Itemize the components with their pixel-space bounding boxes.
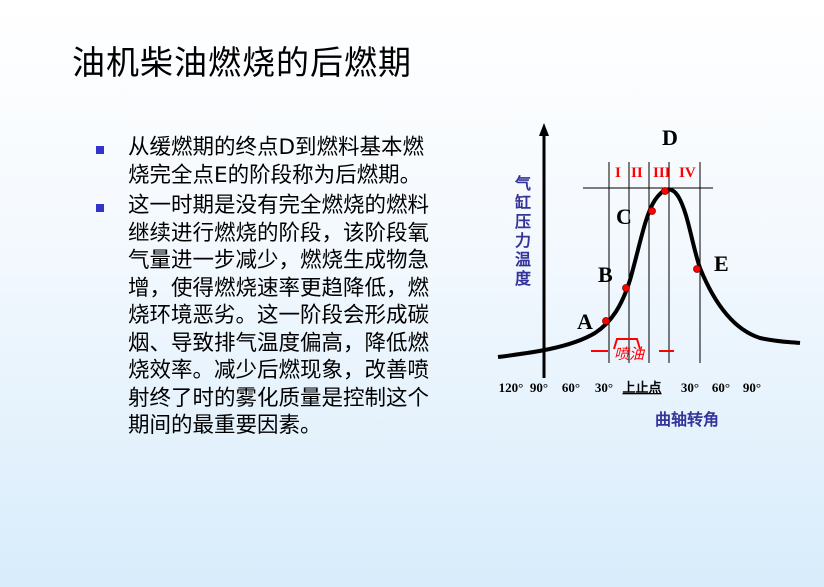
y-axis-label-char: 气 [514, 174, 531, 193]
bullet-line: 继续进行燃烧的阶段，该阶段氧 [128, 220, 430, 246]
bullet-line: 烧环境恶劣。这一阶段会形成碳 [128, 303, 430, 328]
bullet-line: 增，使得燃烧速率更趋降低，燃 [128, 275, 430, 301]
point-a [602, 317, 610, 325]
bullet-line: 期间的最重要因素。 [128, 413, 322, 438]
point-d [661, 187, 669, 195]
bullet-line: 从缓燃期的终点D到燃料基本燃 [128, 135, 425, 160]
y-axis-arrow-icon [539, 123, 549, 136]
label-b: B [598, 262, 613, 287]
point-b [622, 284, 630, 292]
phase-label: II [631, 165, 643, 181]
x-tick: 30° [681, 380, 699, 395]
bullet-line: 这一时期是没有完全燃烧的燃料 [128, 193, 430, 218]
x-tick: 120° [499, 380, 524, 395]
y-axis-label-char: 力 [515, 231, 531, 250]
phase-label: IV [679, 165, 696, 181]
label-e: E [714, 251, 729, 276]
injection-label: 喷油 [614, 345, 646, 363]
bullet-square-icon [96, 204, 104, 212]
bullet-line: 烟、导致排气温度偏高，降低燃 [128, 330, 430, 356]
bullet-square-icon [96, 146, 104, 154]
y-axis-label-char: 压 [515, 212, 531, 231]
point-e [693, 265, 701, 273]
bullet-line: 射终了时的雾化质量是控制这个 [128, 385, 430, 411]
x-tick: 60° [562, 380, 580, 395]
x-tick: 60° [712, 380, 730, 395]
label-c: C [616, 204, 632, 229]
x-tick: 90° [743, 380, 761, 395]
bullet-item: 从缓燃期的终点D到燃料基本燃 烧完全点E的阶段称为后燃期。 [96, 134, 436, 189]
x-axis-label: 曲轴转角 [655, 410, 719, 429]
bullet-item: 这一时期是没有完全燃烧的燃料 继续进行燃烧的阶段，该阶段氧 气量进一步减少，燃烧… [96, 192, 436, 440]
label-d: D [662, 125, 678, 150]
bullet-line: 烧效率。减少后燃现象，改善喷 [128, 358, 430, 383]
point-c [648, 207, 656, 215]
bullet-line: 烧完全点E的阶段称为后燃期。 [128, 162, 422, 188]
label-a: A [577, 309, 593, 334]
phase-label: I [615, 165, 621, 181]
page-title: 油机柴油燃烧的后燃期 [72, 43, 412, 82]
x-tick: 90° [530, 380, 548, 395]
y-axis-label-char: 温 [514, 250, 531, 269]
x-tick-tdc: 上止点 [622, 380, 661, 395]
x-tick: 30° [595, 380, 613, 395]
y-axis-label-char: 度 [515, 269, 532, 288]
y-axis-label-char: 缸 [514, 193, 531, 212]
injection-bracket [591, 338, 674, 352]
phase-label: III [653, 165, 671, 181]
bullet-line: 气量进一步减少，燃烧生成物急 [128, 248, 430, 273]
bullet-list: 从缓燃期的终点D到燃料基本燃 烧完全点E的阶段称为后燃期。 这一时期是没有完全燃… [96, 134, 436, 443]
